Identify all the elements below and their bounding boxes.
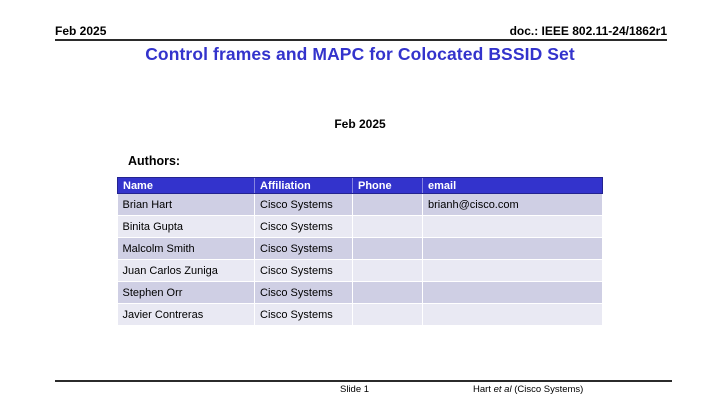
footer-credit: Hart et al (Cisco Systems) [473, 384, 583, 395]
table-row: Malcolm Smith Cisco Systems [117, 237, 603, 260]
header-date: Feb 2025 [55, 24, 107, 38]
table-cell: Cisco Systems [254, 237, 353, 260]
credit-prefix: Hart [473, 384, 494, 395]
table-cell: Binita Gupta [117, 215, 255, 238]
table-cell: Malcolm Smith [117, 237, 255, 260]
table-cell [352, 259, 423, 282]
slide-title: Control frames and MAPC for Colocated BS… [145, 44, 575, 64]
table-cell: Cisco Systems [254, 193, 353, 216]
table-cell [352, 193, 423, 216]
header-row: Name Affiliation Phone email [117, 177, 603, 194]
authors-table-body: Brian Hart Cisco Systems brianh@cisco.com B… [117, 193, 603, 326]
authors-table: Name Affiliation Phone email Brian Hart C… [117, 177, 603, 326]
column-header-email: email [422, 177, 603, 194]
authors-label: Authors: [128, 154, 181, 168]
table-cell [422, 303, 603, 326]
authors-table-header: Name Affiliation Phone email [117, 177, 603, 194]
footer-rule [55, 380, 672, 382]
column-header-phone: Phone [352, 177, 423, 194]
table-cell [422, 215, 603, 238]
table-row: Juan Carlos Zuniga Cisco Systems [117, 259, 603, 282]
header-doc-number: doc.: IEEE 802.11-24/1862r1 [509, 24, 667, 38]
table-row: Javier Contreras Cisco Systems [117, 303, 603, 326]
table-cell [352, 215, 423, 238]
column-header-affiliation: Affiliation [254, 177, 353, 194]
table-cell: Brian Hart [117, 193, 255, 216]
table-cell [422, 281, 603, 304]
table-cell: Javier Contreras [117, 303, 255, 326]
table-cell: Cisco Systems [254, 259, 353, 282]
table-row: Binita Gupta Cisco Systems [117, 215, 603, 238]
table-cell: Cisco Systems [254, 281, 353, 304]
table-cell [352, 303, 423, 326]
centered-date: Feb 2025 [334, 117, 386, 131]
credit-suffix: (Cisco Systems) [511, 384, 584, 395]
table-cell: brianh@cisco.com [422, 193, 603, 216]
table-cell [352, 281, 423, 304]
credit-et-al: et al [493, 384, 512, 395]
table-cell [352, 237, 423, 260]
table-cell [422, 259, 603, 282]
table-cell: Cisco Systems [254, 215, 353, 238]
table-row: Stephen Orr Cisco Systems [117, 281, 603, 304]
table-cell: Cisco Systems [254, 303, 353, 326]
slide-number: Slide 1 [340, 384, 370, 395]
table-cell: Stephen Orr [117, 281, 255, 304]
table-cell: Juan Carlos Zuniga [117, 259, 255, 282]
column-header-name: Name [117, 177, 255, 194]
table-row: Brian Hart Cisco Systems brianh@cisco.com [117, 193, 603, 216]
table-cell [422, 237, 603, 260]
header-rule [55, 39, 667, 41]
